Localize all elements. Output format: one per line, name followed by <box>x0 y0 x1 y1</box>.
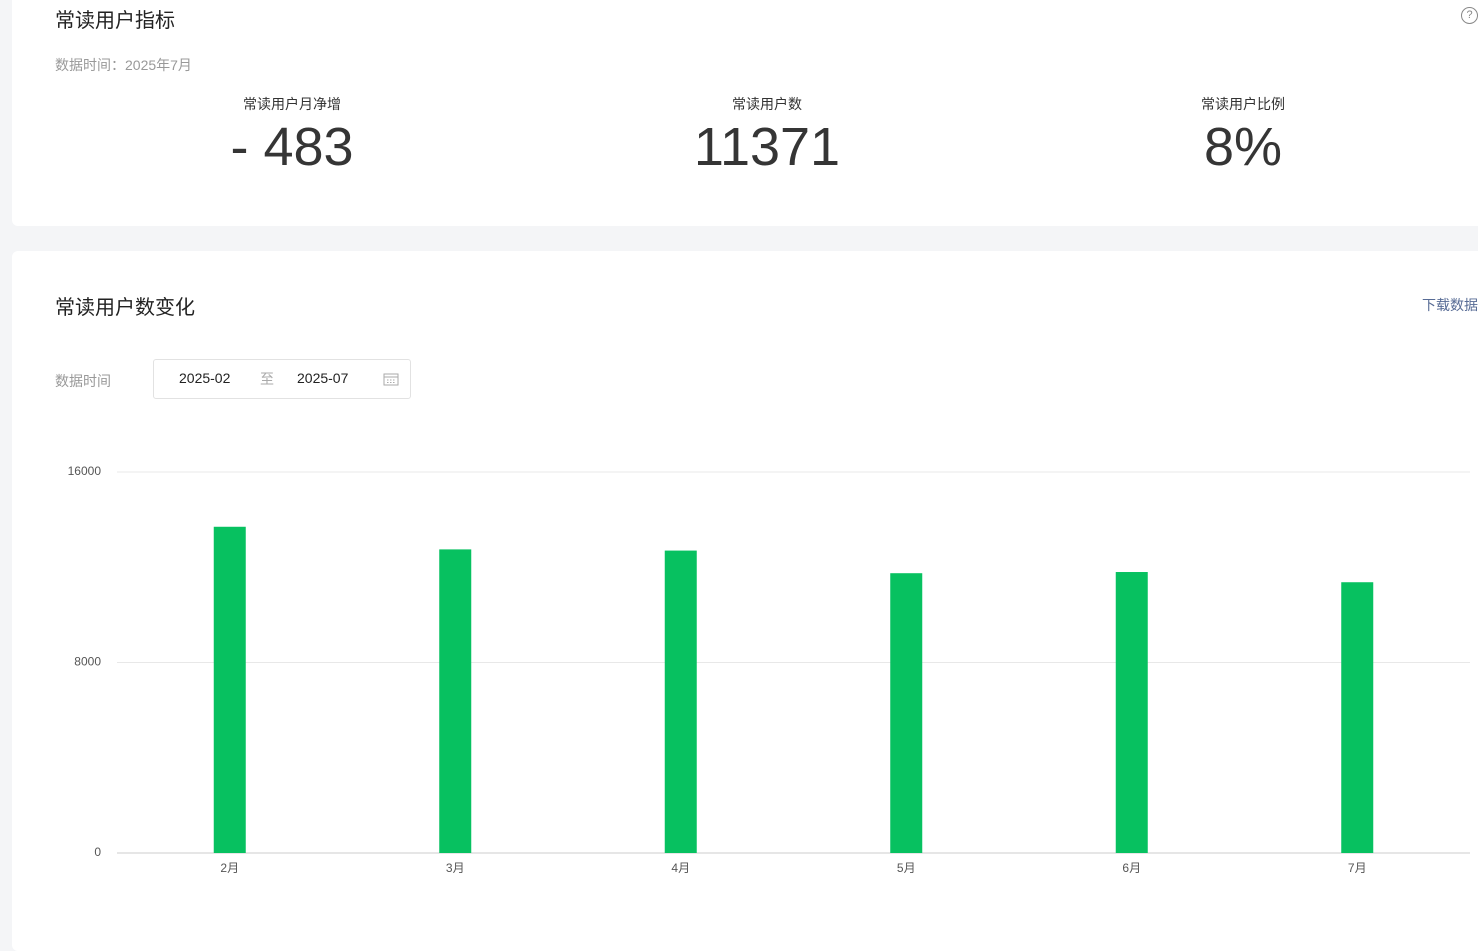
calendar-icon <box>383 373 399 386</box>
date-range-picker[interactable]: 2025-02 至 2025-07 <box>153 359 411 399</box>
bar <box>664 550 697 853</box>
bar <box>1115 572 1148 853</box>
metric-value: - 483 <box>230 117 354 177</box>
metric-value: 8% <box>1203 117 1283 177</box>
bar <box>1341 582 1374 853</box>
date-separator: 至 <box>260 371 274 387</box>
bar <box>213 526 246 853</box>
card-title: 常读用户指标 <box>55 10 175 32</box>
y-tick-label: 16000 <box>68 464 102 478</box>
bar <box>890 573 923 853</box>
bar <box>439 549 472 853</box>
date-start[interactable]: 2025-02 <box>179 370 231 386</box>
x-tick-label: 2月 <box>220 861 239 875</box>
metric-label: 常读用户比例 <box>1201 96 1285 112</box>
help-icon[interactable]: ? <box>1461 7 1478 24</box>
x-tick-label: 6月 <box>1122 861 1141 875</box>
filter-label: 数据时间 <box>55 373 111 389</box>
section-title: 常读用户数变化 <box>55 297 195 319</box>
y-tick-label: 0 <box>94 845 101 859</box>
bar-chart: 0 8000 16000 2月 3月 4月 5月 6月 7月 <box>68 464 1470 875</box>
metric-value: 11371 <box>693 117 841 177</box>
date-end[interactable]: 2025-07 <box>297 370 349 386</box>
metrics-card <box>12 0 1478 226</box>
metric-label: 常读用户月净增 <box>243 96 341 112</box>
data-time: 数据时间：2025年7月 <box>55 57 192 73</box>
page: 常读用户指标 ? 数据时间：2025年7月 常读用户月净增 - 483 常读用户… <box>12 0 1478 951</box>
x-tick-label: 5月 <box>897 861 916 875</box>
x-tick-label: 3月 <box>446 861 465 875</box>
x-tick-label: 4月 <box>671 861 690 875</box>
metric-label: 常读用户数 <box>732 96 802 112</box>
download-link[interactable]: 下载数据 <box>1422 297 1478 313</box>
x-tick-label: 7月 <box>1348 861 1367 875</box>
y-tick-label: 8000 <box>74 655 101 669</box>
